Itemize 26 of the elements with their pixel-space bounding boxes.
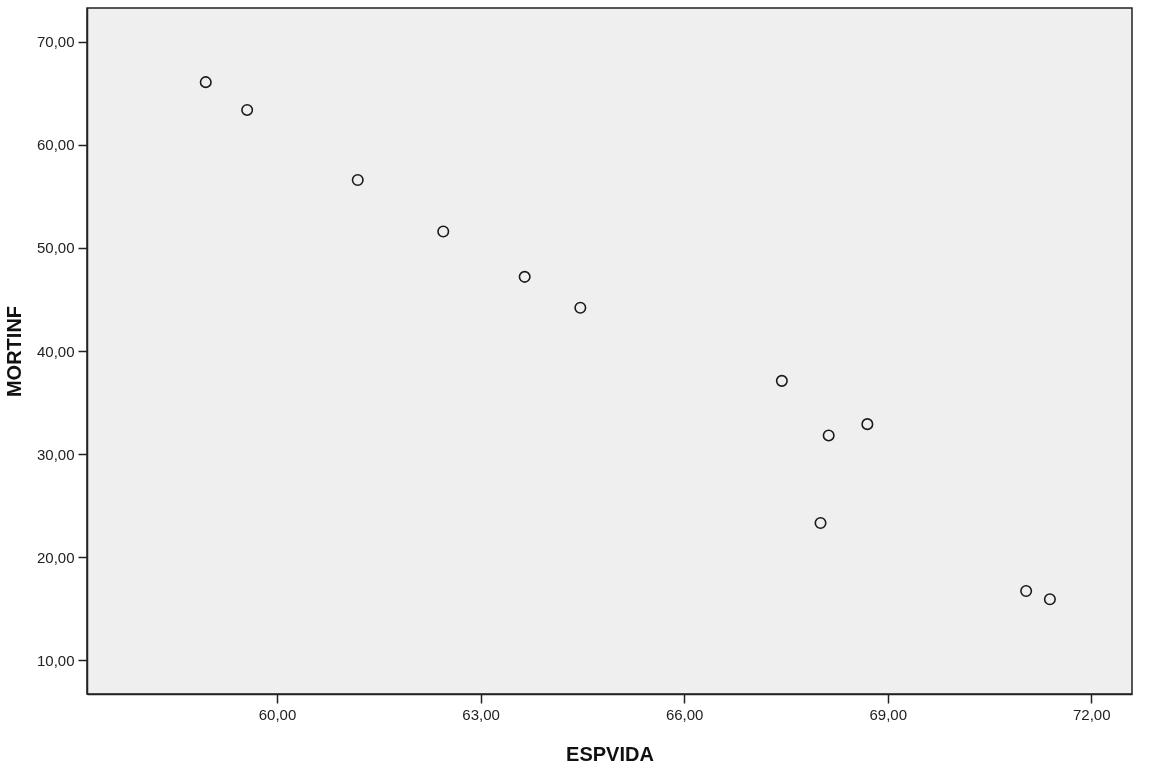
point	[1020, 584, 1033, 598]
point	[199, 76, 212, 89]
point	[814, 516, 827, 530]
point	[775, 374, 788, 387]
y-tick-label: 70,00	[36, 33, 75, 51]
y-tick-label: 10,00	[36, 651, 75, 669]
point	[1043, 593, 1056, 606]
point	[574, 301, 587, 314]
x-axis-title: ESPVIDA	[566, 742, 654, 765]
y-axis-title: MORTINF	[2, 305, 25, 398]
x-tick-label: 63,00	[462, 705, 500, 723]
x-tick-label: 60,00	[258, 705, 297, 723]
y-tick-label: 30,00	[36, 445, 75, 463]
y-tick-label: 60,00	[36, 136, 75, 154]
y-tick-label: 20,00	[36, 548, 75, 566]
point	[861, 418, 874, 431]
y-tick-label: 50,00	[36, 239, 75, 257]
point	[518, 270, 531, 283]
x-tick-label: 69,00	[869, 705, 907, 723]
point	[822, 429, 835, 442]
x-tick-label: 72,00	[1073, 705, 1111, 723]
point	[241, 103, 254, 117]
point	[437, 225, 450, 238]
y-tick-label: 40,00	[36, 342, 75, 360]
x-tick-label: 66,00	[665, 705, 704, 723]
point	[351, 173, 364, 187]
